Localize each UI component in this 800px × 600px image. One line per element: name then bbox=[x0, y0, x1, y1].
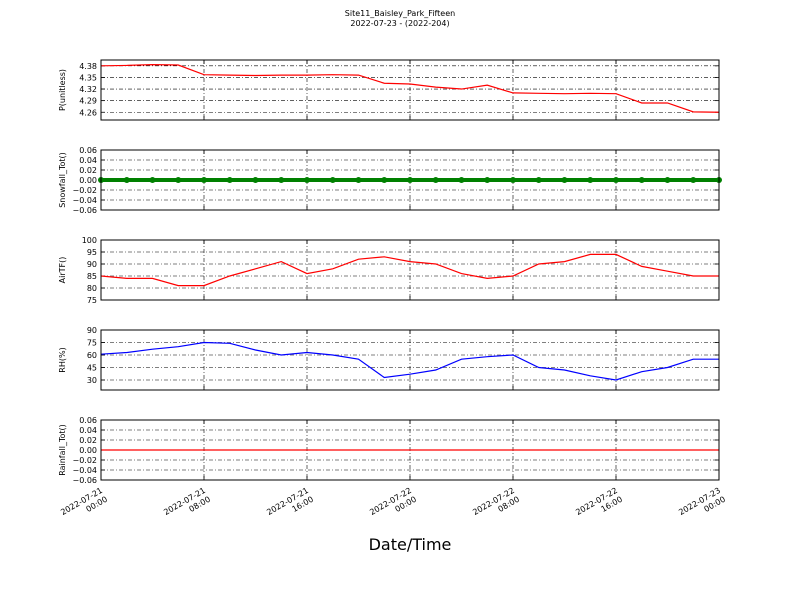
y-tick-label: 4.26 bbox=[79, 108, 97, 117]
y-tick-label: −0.04 bbox=[72, 196, 97, 205]
subplot: 75 80 85 90 95 100 AirTF() bbox=[58, 236, 720, 305]
axes-frame bbox=[100, 239, 720, 301]
subplot: −0.06−0.04−0.020.000.020.040.06 Snowfall_… bbox=[58, 146, 722, 215]
x-tick-label: 2022-07-2116:00 bbox=[265, 486, 315, 526]
y-tick-label: 85 bbox=[87, 272, 97, 281]
y-tick-label: 0.02 bbox=[79, 436, 97, 445]
series-marker bbox=[252, 177, 259, 183]
y-axis-label: AirTF() bbox=[58, 257, 67, 284]
series-marker bbox=[329, 177, 336, 183]
y-tick-label: 75 bbox=[87, 339, 97, 348]
series-marker bbox=[690, 177, 697, 183]
y-tick-label: 95 bbox=[87, 248, 97, 257]
series-marker bbox=[226, 177, 233, 183]
x-tick-label: 2022-07-2200:00 bbox=[368, 486, 418, 526]
axes-frame bbox=[100, 329, 720, 391]
subplot: 4.26 4.29 4.32 4.35 4.38 P(unitless) bbox=[58, 59, 720, 121]
series-marker bbox=[561, 177, 568, 183]
subplot: −0.06−0.04−0.020.000.020.040.06 2022-07-2… bbox=[58, 416, 727, 526]
series-marker bbox=[304, 177, 310, 183]
x-tick-label: 2022-07-2100:00 bbox=[59, 486, 109, 526]
y-tick-label: −0.06 bbox=[72, 476, 97, 485]
y-tick-label: 0.04 bbox=[79, 156, 97, 165]
series-marker bbox=[175, 177, 182, 183]
series-marker bbox=[355, 177, 362, 183]
series-marker bbox=[484, 177, 491, 183]
subplot: 30 45 60 75 90 RH(%) bbox=[58, 326, 720, 391]
series-line bbox=[100, 253, 719, 287]
y-tick-label: 80 bbox=[87, 284, 97, 293]
y-tick-label: 90 bbox=[87, 326, 97, 335]
y-tick-label: 30 bbox=[87, 376, 97, 385]
y-tick-label: 0.02 bbox=[79, 166, 97, 175]
y-tick-label: 0.04 bbox=[79, 426, 97, 435]
y-axis-label: RH(%) bbox=[58, 347, 67, 372]
y-tick-label: −0.06 bbox=[72, 206, 97, 215]
y-tick-label: 100 bbox=[82, 236, 97, 245]
series-marker bbox=[613, 177, 619, 183]
y-tick-label: 4.35 bbox=[79, 73, 97, 82]
y-tick-label: 60 bbox=[87, 351, 97, 360]
series-line bbox=[100, 64, 720, 113]
series-marker bbox=[510, 177, 516, 183]
y-tick-label: 45 bbox=[87, 364, 97, 373]
y-tick-label: 0.06 bbox=[79, 416, 97, 425]
axes-frame bbox=[100, 59, 720, 121]
y-tick-label: 4.32 bbox=[79, 85, 97, 94]
y-tick-label: 4.38 bbox=[79, 62, 97, 71]
y-tick-label: 0.06 bbox=[79, 146, 97, 155]
axes-frame bbox=[100, 149, 720, 211]
y-tick-label: −0.02 bbox=[72, 186, 97, 195]
series-marker bbox=[458, 177, 465, 183]
figure-subtitle: 2022-07-23 - (2022-204) bbox=[350, 19, 449, 28]
y-tick-label: −0.04 bbox=[72, 466, 97, 475]
series-marker bbox=[535, 177, 542, 183]
x-tick-label: 2022-07-2208:00 bbox=[471, 486, 521, 526]
series-marker bbox=[638, 177, 645, 183]
x-axis-label: Date/Time bbox=[369, 535, 452, 554]
series-marker bbox=[123, 177, 130, 183]
figure-title: Site11_Baisley_Park_Fifteen bbox=[345, 9, 455, 18]
x-tick-label: 2022-07-2300:00 bbox=[677, 486, 727, 526]
series-marker bbox=[278, 177, 285, 183]
x-tick-label: 2022-07-2108:00 bbox=[162, 486, 212, 526]
y-tick-label: 0.00 bbox=[79, 176, 97, 185]
series-marker bbox=[664, 177, 671, 183]
series-line bbox=[100, 341, 719, 381]
y-tick-label: 75 bbox=[87, 296, 97, 305]
series-marker bbox=[407, 177, 413, 183]
y-axis-label: Rainfall_Tot() bbox=[58, 424, 67, 476]
series-marker bbox=[149, 177, 156, 183]
y-axis-label: P(unitless) bbox=[58, 69, 67, 111]
y-tick-label: 4.29 bbox=[79, 97, 97, 106]
series-marker bbox=[587, 177, 594, 183]
series-marker bbox=[201, 177, 207, 183]
series-marker bbox=[381, 177, 388, 183]
y-tick-label: 0.00 bbox=[79, 446, 97, 455]
axes-frame bbox=[100, 419, 720, 481]
y-tick-label: 90 bbox=[87, 260, 97, 269]
series-marker bbox=[432, 177, 439, 183]
y-tick-label: −0.02 bbox=[72, 456, 97, 465]
y-axis-label: Snowfall_Tot() bbox=[58, 152, 67, 208]
x-tick-label: 2022-07-2216:00 bbox=[574, 486, 624, 526]
